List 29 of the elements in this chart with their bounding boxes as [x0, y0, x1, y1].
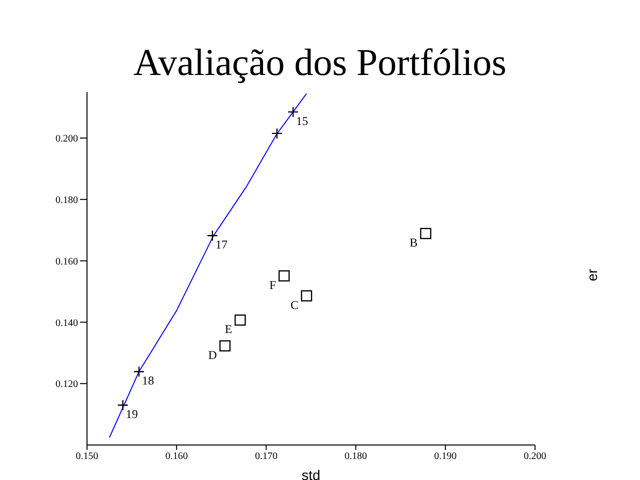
x-axis-title: std [302, 467, 320, 480]
annotation: C [290, 298, 299, 312]
point [219, 340, 231, 352]
chart-title: Avaliação dos Portfólios [132, 41, 508, 86]
line-series [108, 93, 308, 438]
x-tick-label: 0.200 [524, 451, 546, 462]
annotation: 18 [142, 374, 154, 388]
point [234, 314, 246, 326]
y-axis-title: er [584, 268, 600, 282]
point [420, 228, 432, 240]
x-tick-label: 0.190 [434, 451, 457, 462]
annotation: E [224, 322, 232, 336]
y-tick-label: 0.140 [56, 318, 78, 329]
annotation: 19 [126, 407, 138, 422]
annotation: D [208, 348, 218, 362]
annotation: 17 [215, 238, 228, 252]
x-tick-label: 0.180 [344, 451, 368, 462]
annotation: 15 [296, 114, 308, 128]
y-tick-label: 0.160 [56, 256, 78, 268]
annotation: F [269, 278, 276, 292]
x-tick-label: 0.160 [165, 451, 188, 462]
point [300, 290, 312, 302]
x-tick-label: 0.150 [76, 451, 98, 462]
y-tick-label: 0.200 [56, 134, 78, 145]
y-tick-label: 0.180 [56, 194, 78, 206]
point [278, 270, 290, 282]
y-tick-label: 0.120 [56, 379, 78, 390]
x-tick-label: 0.170 [254, 451, 278, 462]
annotation: B [410, 236, 418, 250]
